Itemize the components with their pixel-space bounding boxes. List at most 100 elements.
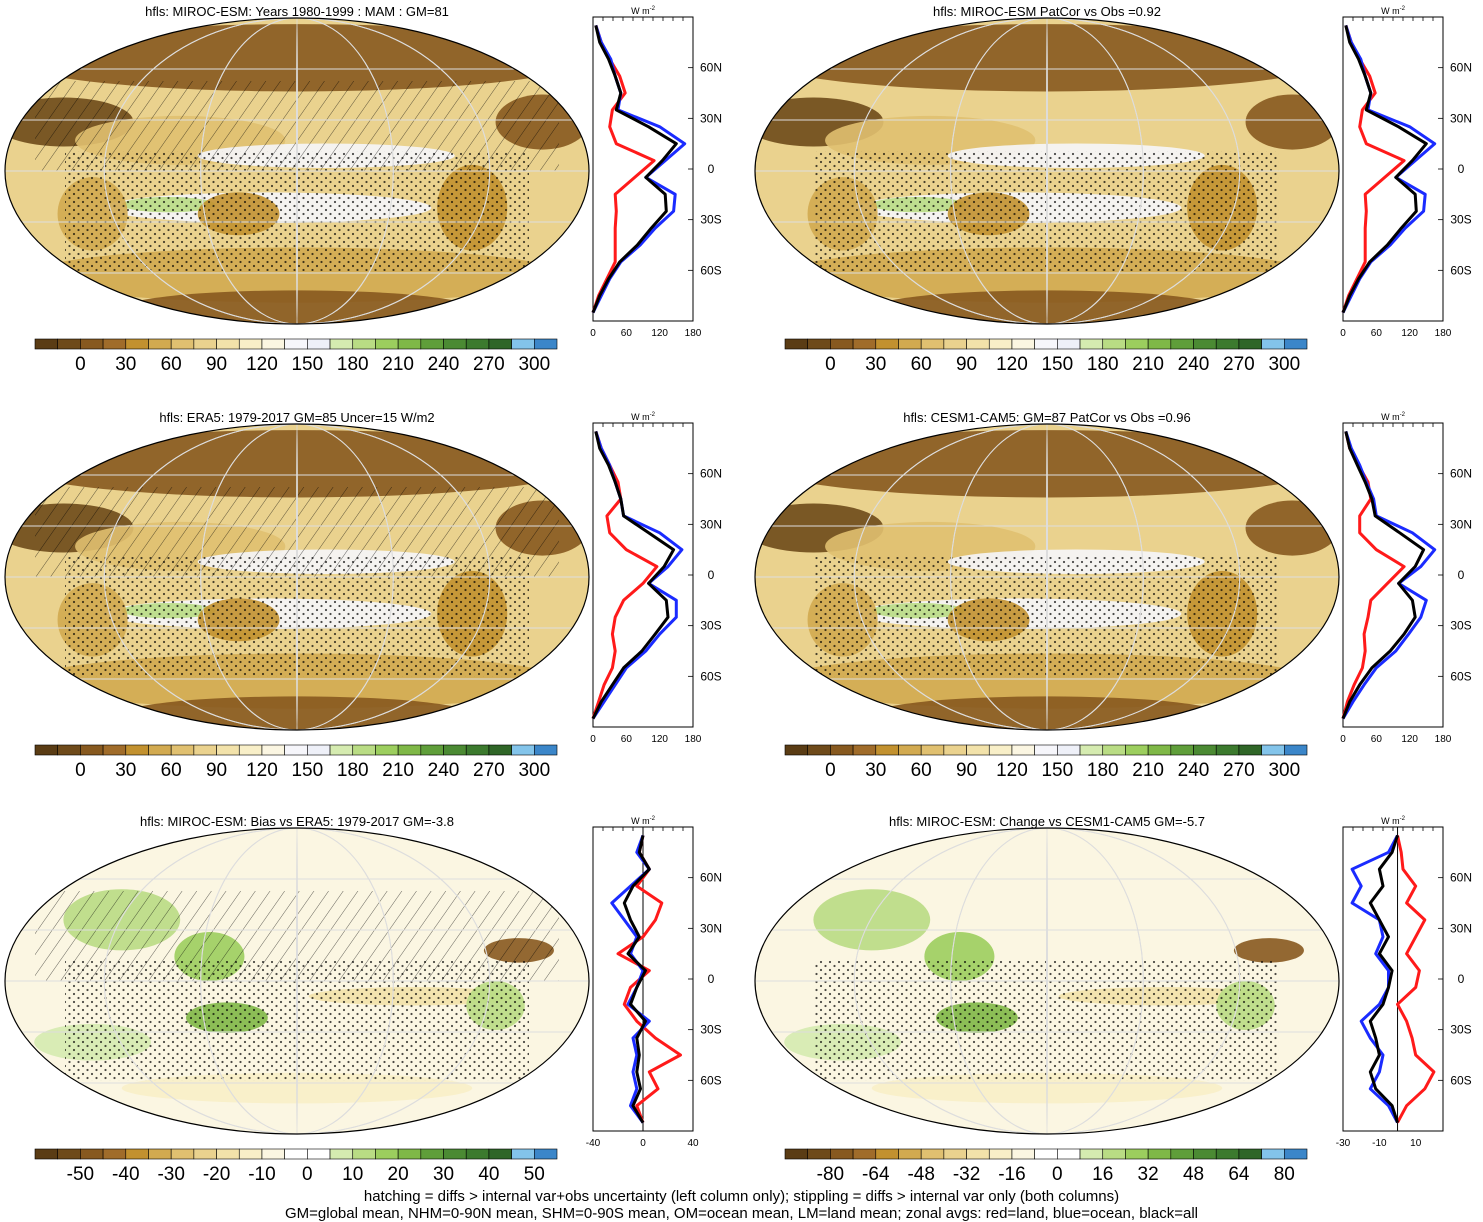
colorbar-label: 90 xyxy=(956,760,977,781)
lat-tick-label: 60S xyxy=(1450,263,1471,277)
colorbar-swatch xyxy=(465,1148,490,1160)
colorbar-swatch xyxy=(170,1148,195,1160)
colorbar-swatch xyxy=(1215,744,1240,756)
x-tick-label: 0 xyxy=(1340,328,1346,339)
colorbar-swatch xyxy=(1034,338,1058,350)
x-tick-label: 120 xyxy=(1401,734,1418,745)
colorbar-swatch xyxy=(534,744,558,756)
colorbar-swatch xyxy=(170,744,195,756)
colorbar-swatch xyxy=(1215,338,1240,350)
zonal-mean-panel: W m-2 60N 30N 0 30S 60S 0 60 120 180 xyxy=(590,6,722,339)
colorbar-label: 210 xyxy=(382,760,414,781)
colorbar-label: 16 xyxy=(1092,1164,1113,1185)
colorbar-label: -50 xyxy=(67,1164,94,1185)
all-zonal-line xyxy=(1341,25,1428,314)
colorbar-swatch xyxy=(1011,338,1035,350)
lat-tick-label: 60N xyxy=(1450,871,1472,885)
units-exponent: -2 xyxy=(650,412,656,418)
colorbar-swatch xyxy=(1170,1148,1194,1160)
panel-4: hfls: CESM1-CAM5: GM=87 PatCor vs Obs =0… xyxy=(754,410,1472,781)
map-outline xyxy=(754,17,1340,325)
colorbar-swatch xyxy=(420,1148,444,1160)
colorbar-swatch xyxy=(966,1148,990,1160)
colorbar-swatch xyxy=(511,338,535,350)
lat-tick-label: 60S xyxy=(700,263,721,277)
lat-tick-label: 30N xyxy=(1450,921,1472,935)
colorbar-label: -16 xyxy=(998,1164,1025,1185)
colorbar-swatch xyxy=(102,744,127,756)
colorbar-label: 150 xyxy=(1041,354,1073,375)
colorbar: 0 30 60 90 120 150 180 210 240 270 300 xyxy=(34,744,558,781)
colorbar-swatch xyxy=(534,1148,558,1160)
colorbar-swatch xyxy=(1079,744,1104,756)
colorbar-swatch xyxy=(216,744,240,756)
colorbar-swatch xyxy=(307,1148,331,1160)
panel-title: hfls: MIROC-ESM: Change vs CESM1-CAM5 GM… xyxy=(889,814,1205,829)
colorbar-label: 210 xyxy=(382,354,414,375)
x-tick-label: 60 xyxy=(621,734,633,745)
colorbar-swatch xyxy=(352,744,376,756)
lat-tick-label: 30S xyxy=(1450,213,1471,227)
colorbar-swatch xyxy=(34,1148,58,1160)
units-exponent: -2 xyxy=(650,6,656,12)
units-label: W m-2 xyxy=(1381,6,1405,16)
colorbar-label: 240 xyxy=(1178,354,1210,375)
colorbar-label: 60 xyxy=(161,354,182,375)
colorbar-label: 300 xyxy=(518,760,550,781)
units-label: W m-2 xyxy=(631,412,655,422)
colorbar-label: 180 xyxy=(337,354,369,375)
colorbar-label: 240 xyxy=(428,760,460,781)
colorbar-label: 120 xyxy=(246,760,278,781)
lat-tick-label: 30S xyxy=(700,1023,721,1037)
colorbar-swatch xyxy=(125,1148,149,1160)
colorbar-label: 60 xyxy=(911,354,932,375)
colorbar-swatch xyxy=(830,744,854,756)
colorbar-swatch xyxy=(852,338,877,350)
colorbar-label: 210 xyxy=(1132,354,1164,375)
land-zonal-line xyxy=(591,24,656,314)
colorbar-swatch xyxy=(511,1148,535,1160)
colorbar-label: 270 xyxy=(1223,760,1255,781)
colorbar-label: 120 xyxy=(996,760,1028,781)
colorbar-swatch xyxy=(352,338,376,350)
map-outline xyxy=(754,827,1340,1135)
colorbar-swatch xyxy=(80,744,104,756)
colorbar-swatch xyxy=(1034,744,1058,756)
colorbar-swatch xyxy=(193,1148,217,1160)
colorbar-label: 210 xyxy=(1132,760,1164,781)
graticule-lon xyxy=(950,18,1144,324)
graticule-lon xyxy=(1046,828,1048,1134)
colorbar-label: 30 xyxy=(115,354,136,375)
colorbar-swatch xyxy=(1261,1148,1285,1160)
colorbar-swatch xyxy=(284,744,308,756)
colorbar-label: 20 xyxy=(388,1164,409,1185)
panel-title: hfls: CESM1-CAM5: GM=87 PatCor vs Obs =0… xyxy=(903,410,1191,425)
x-tick-label: 0 xyxy=(1340,734,1346,745)
colorbar-swatch xyxy=(898,338,922,350)
lat-tick-label: 30N xyxy=(1450,111,1472,125)
panel-title: hfls: MIROC-ESM: Years 1980-1999 : MAM :… xyxy=(145,4,449,19)
colorbar-swatch xyxy=(852,1148,877,1160)
x-tick-label: 10 xyxy=(1410,1138,1422,1149)
lat-tick-label: 60N xyxy=(700,467,722,481)
graticule-lon xyxy=(296,828,298,1134)
graticule-lon xyxy=(950,424,1144,730)
ocean-zonal-line xyxy=(1350,834,1399,1124)
colorbar-swatch xyxy=(1057,338,1081,350)
map-outline xyxy=(4,17,590,325)
map-outline xyxy=(754,423,1340,731)
colorbar-label: 30 xyxy=(865,354,886,375)
panel-title: hfls: MIROC-ESM: Bias vs ERA5: 1979-2017… xyxy=(140,814,454,829)
colorbar-label: 150 xyxy=(1041,760,1073,781)
colorbar-swatch xyxy=(238,744,263,756)
graticule-lon xyxy=(103,18,491,324)
x-tick-label: -40 xyxy=(586,1138,601,1149)
units-exponent: -2 xyxy=(650,816,656,822)
zonal-frame xyxy=(592,422,694,728)
colorbar-swatch xyxy=(1284,1148,1308,1160)
panel-2: hfls: MIROC-ESM PatCor vs Obs =0.92 0 30 60… xyxy=(754,4,1472,375)
colorbar-swatch xyxy=(1170,338,1194,350)
colorbar-swatch xyxy=(1147,744,1172,756)
land-zonal-line xyxy=(1341,24,1406,314)
